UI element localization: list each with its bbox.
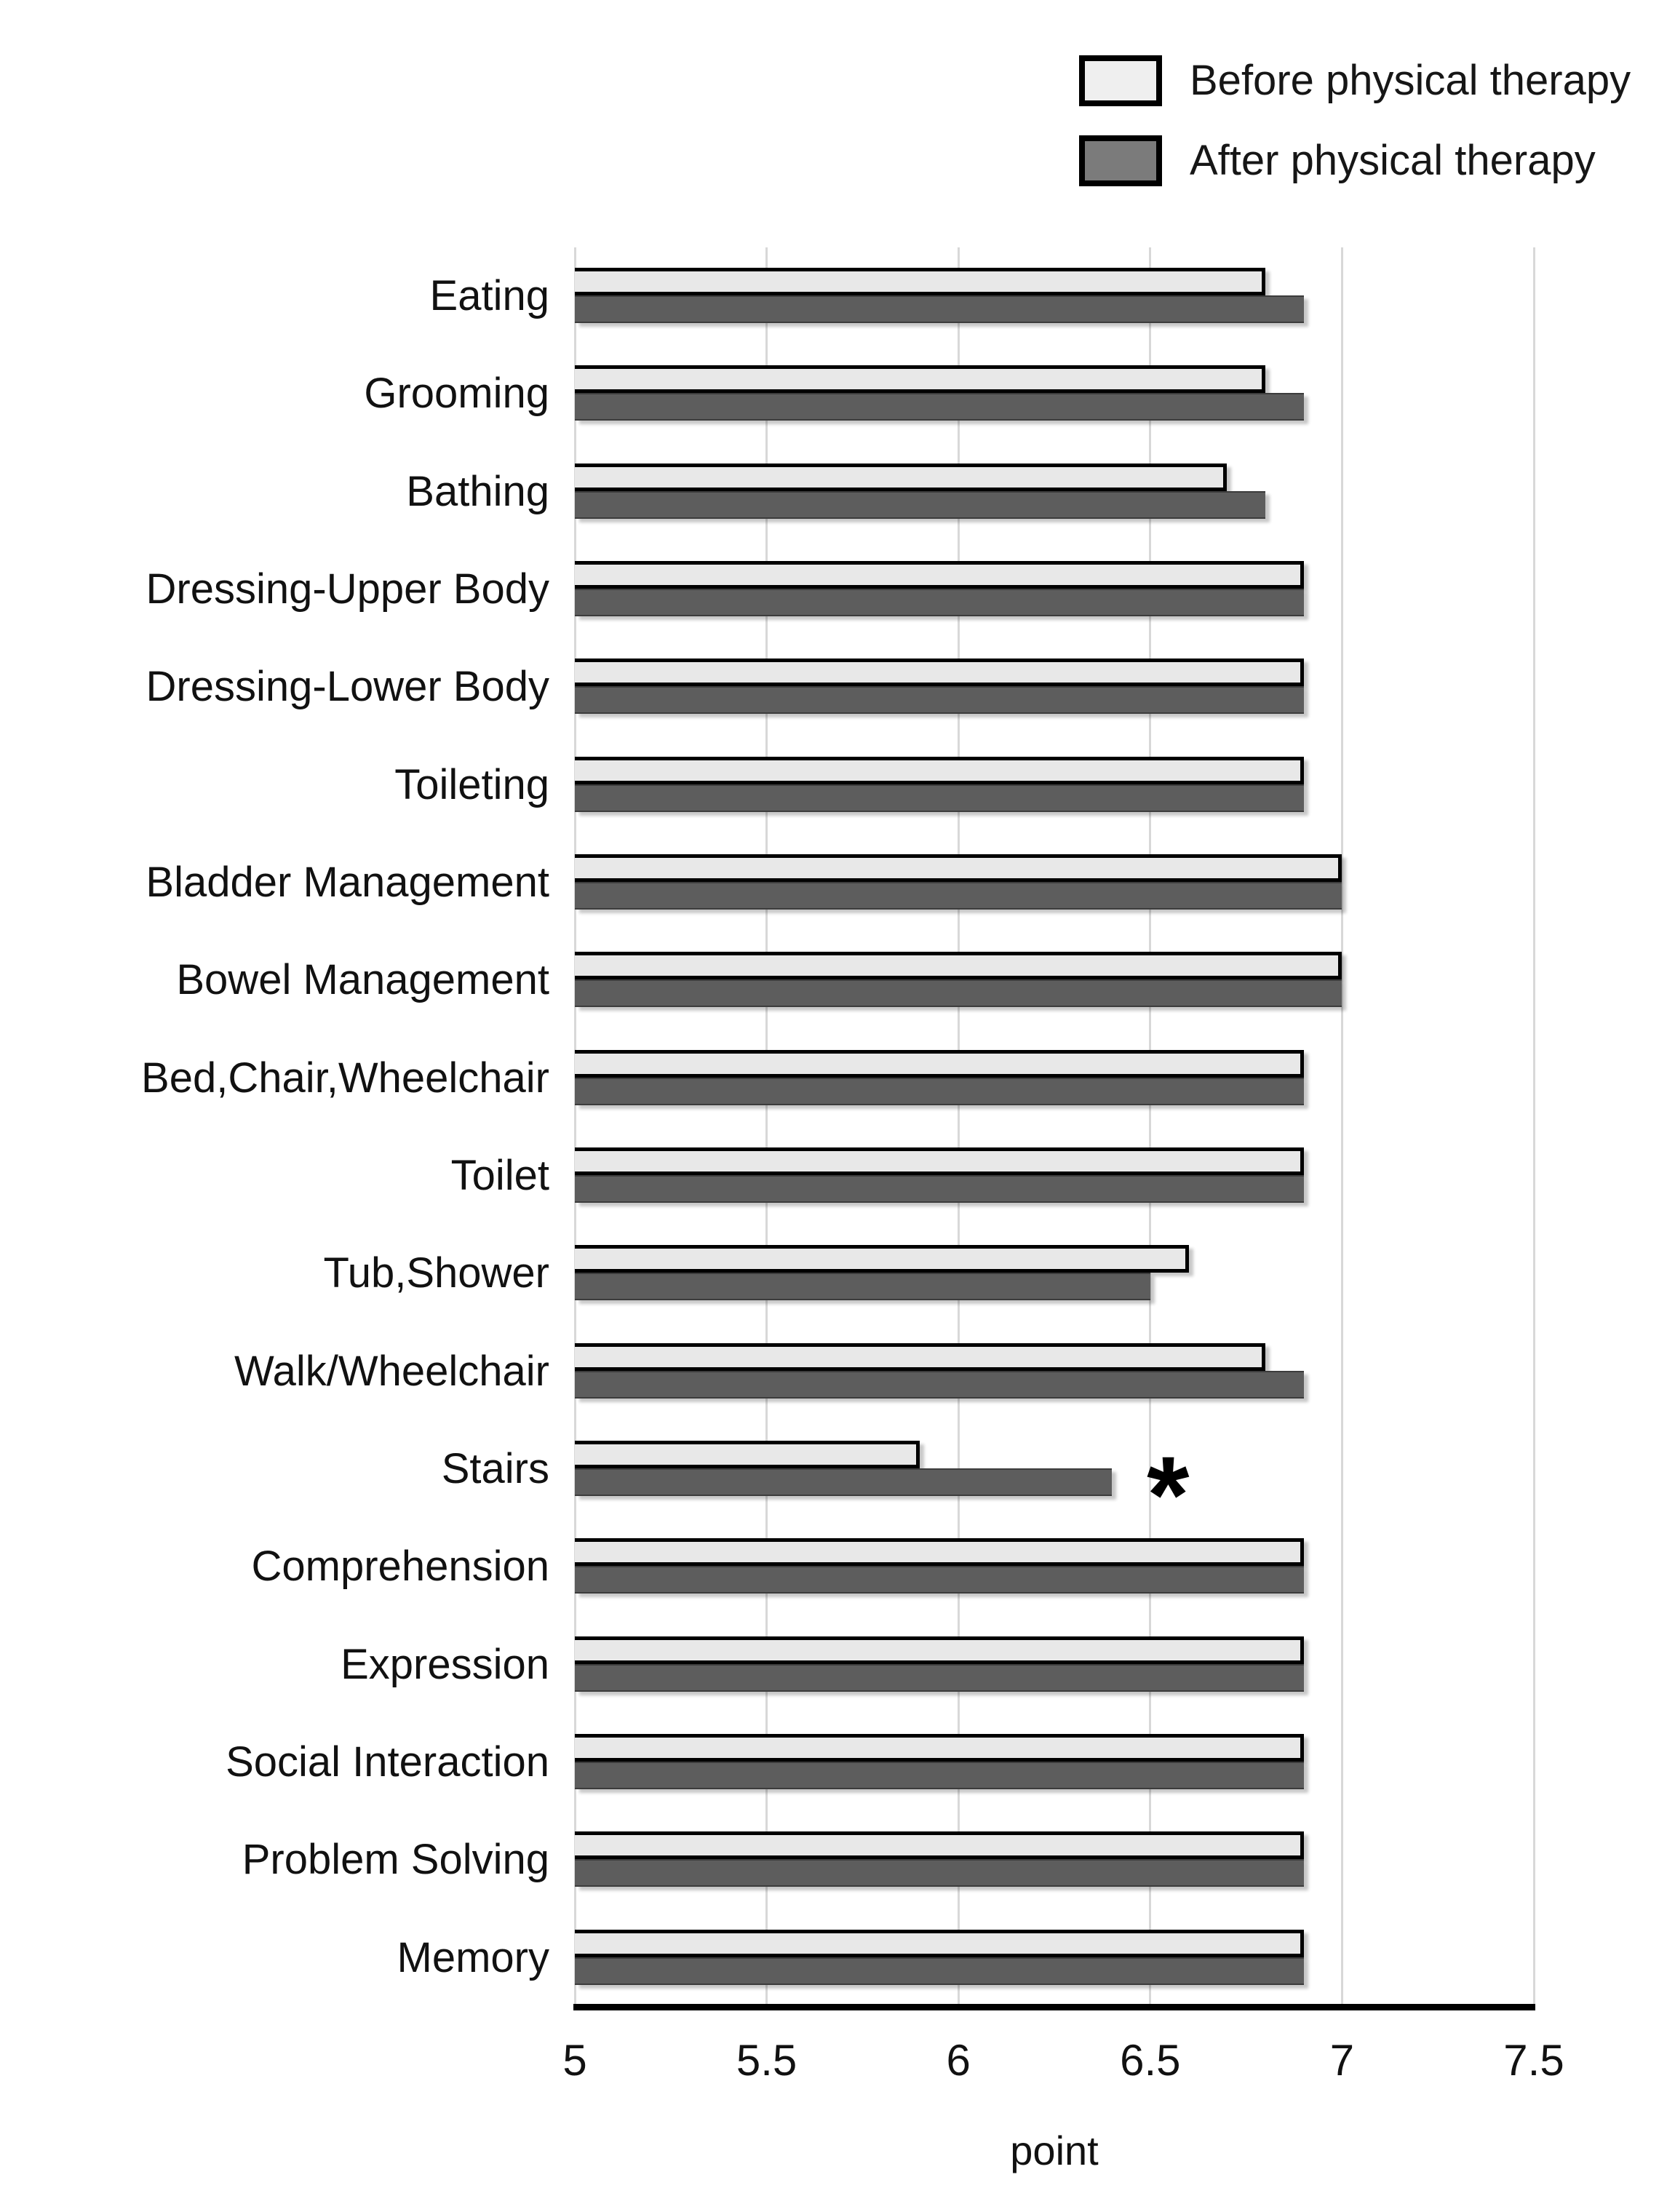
legend-swatch-after — [1079, 135, 1162, 186]
x-tick-5: 5 — [562, 2036, 587, 2085]
bar-after-1 — [575, 393, 1304, 421]
bar-after-2 — [575, 490, 1265, 519]
bar-after-4 — [575, 686, 1304, 715]
category-label-7: Bowel Management — [176, 956, 549, 1004]
legend-item-after: After physical therapy — [1079, 135, 1654, 186]
bar-after-16 — [575, 1859, 1304, 1887]
bar-before-13 — [575, 1538, 1304, 1567]
bar-after-9 — [575, 1175, 1304, 1203]
gridline-6.5 — [1149, 247, 1152, 2007]
category-label-14: Expression — [341, 1640, 549, 1688]
bar-before-9 — [575, 1147, 1304, 1175]
legend-label-after: After physical therapy — [1190, 137, 1596, 184]
legend-item-before: Before physical therapy — [1079, 55, 1654, 106]
bar-before-8 — [575, 1049, 1304, 1078]
gridline-5.5 — [765, 247, 768, 2007]
x-tick-5.5: 5.5 — [736, 2036, 797, 2085]
bar-before-0 — [575, 268, 1265, 295]
category-label-11: Walk/Wheelchair — [234, 1347, 549, 1395]
bar-after-10 — [575, 1273, 1150, 1301]
significance-asterisk: * — [1147, 1433, 1190, 1556]
bar-before-7 — [575, 952, 1342, 980]
x-axis-line — [573, 2004, 1535, 2010]
category-label-13: Comprehension — [251, 1543, 549, 1591]
category-label-16: Problem Solving — [242, 1836, 549, 1884]
bar-after-3 — [575, 589, 1304, 616]
bar-before-10 — [575, 1245, 1189, 1273]
bar-after-6 — [575, 882, 1342, 910]
bar-before-3 — [575, 561, 1304, 589]
bar-before-12 — [575, 1441, 920, 1468]
bar-after-11 — [575, 1370, 1304, 1399]
bar-after-15 — [575, 1762, 1304, 1789]
bar-before-2 — [575, 463, 1228, 491]
legend-swatch-before — [1079, 55, 1162, 106]
category-label-0: Eating — [429, 272, 549, 319]
category-label-15: Social Interaction — [226, 1738, 549, 1786]
x-tick-6.5: 6.5 — [1120, 2036, 1181, 2085]
bar-before-16 — [575, 1831, 1304, 1860]
bar-before-6 — [575, 854, 1342, 882]
category-label-3: Dressing-Upper Body — [146, 565, 549, 613]
category-label-6: Bladder Management — [146, 859, 549, 906]
bar-after-0 — [575, 295, 1304, 323]
category-label-10: Tub,Shower — [323, 1249, 549, 1297]
x-tick-7.5: 7.5 — [1503, 2036, 1564, 2085]
bar-after-12 — [575, 1468, 1113, 1496]
bar-after-14 — [575, 1663, 1304, 1692]
bar-before-4 — [575, 659, 1304, 687]
category-label-8: Bed,Chair,Wheelchair — [141, 1054, 549, 1102]
gridline-7.5 — [1532, 247, 1535, 2007]
bar-after-8 — [575, 1077, 1304, 1105]
legend-label-before: Before physical therapy — [1190, 57, 1631, 104]
category-label-17: Memory — [397, 1933, 549, 1981]
gridline-6 — [957, 247, 960, 2007]
category-label-5: Toileting — [394, 760, 549, 808]
gridline-5 — [573, 247, 576, 2007]
gridline-7 — [1340, 247, 1343, 2007]
category-label-4: Dressing-Lower Body — [146, 663, 549, 711]
bar-before-15 — [575, 1734, 1304, 1762]
bar-before-1 — [575, 365, 1265, 394]
bar-before-17 — [575, 1929, 1304, 1957]
bar-after-17 — [575, 1957, 1304, 1985]
bar-before-5 — [575, 756, 1304, 784]
plot-area — [573, 247, 1535, 2007]
category-label-9: Toilet — [450, 1152, 549, 1199]
x-tick-7: 7 — [1329, 2036, 1355, 2085]
category-label-12: Stairs — [441, 1445, 549, 1492]
bar-after-5 — [575, 784, 1304, 812]
bar-before-14 — [575, 1636, 1304, 1664]
bar-after-7 — [575, 979, 1342, 1008]
bar-before-11 — [575, 1342, 1265, 1371]
chart-legend: Before physical therapy After physical t… — [1079, 55, 1654, 215]
x-tick-6: 6 — [946, 2036, 971, 2085]
category-label-1: Grooming — [364, 370, 549, 418]
bar-after-13 — [575, 1566, 1304, 1594]
category-label-2: Bathing — [406, 467, 549, 515]
x-axis-title: point — [1010, 2128, 1099, 2173]
